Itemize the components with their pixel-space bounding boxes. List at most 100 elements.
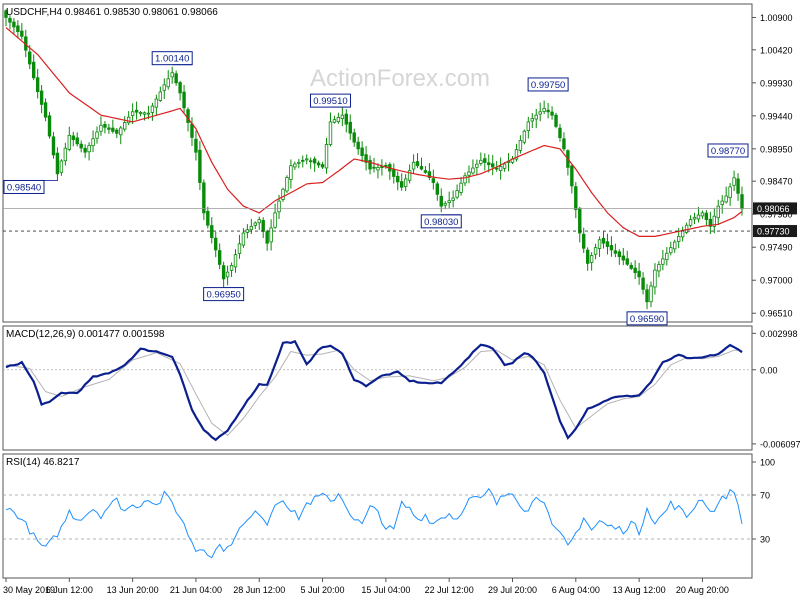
candle-body [483,158,487,163]
candle-body [479,159,483,164]
candle-body [210,225,214,238]
price-tick-label: 0.98470 [760,177,793,187]
candle-body [570,165,574,187]
candle-body [261,220,265,232]
candle-body [253,222,257,226]
macd-panel: 0.002998 0.00 -0.006097 MACD(12,26,9) 0.00… [2,325,800,451]
swing-label: 0.98030 [424,217,458,228]
swing-label-box [3,179,45,194]
candle-body [546,109,550,113]
time-tick-label: 21 Jun 04:00 [170,585,222,595]
macd-panel-frame [2,325,753,451]
candle-body [344,113,349,125]
candle-body [115,129,119,134]
price-tick-label: 0.99440 [760,111,793,121]
candle-body [435,183,440,195]
candle-body [637,270,641,278]
candle-body [130,111,135,116]
candle-body [653,269,657,288]
candle-body [123,122,127,130]
candle-body [633,267,637,274]
candle-body [95,131,99,139]
candle-body [178,82,182,94]
candle-body [439,195,443,207]
candle-body [708,218,713,227]
candle-body [47,115,52,137]
reference-level-tag: 0.97730 [757,227,790,237]
candle-body [79,143,83,149]
candle-body [605,241,610,247]
candle-body [443,203,447,206]
current-price-tag: 0.98066 [757,204,790,214]
candle-body [562,138,566,150]
candle-body [411,161,416,170]
price-tick-label: 1.00420 [760,45,793,55]
candle-body [538,111,542,115]
candle-body [202,182,206,214]
candle-body [4,10,8,18]
candle-body [87,145,91,153]
candle-body [352,132,356,143]
candle-body [190,123,194,138]
price-tick-label: 0.99930 [760,78,793,88]
price-axis: 1.00900 1.00420 0.99930 0.99440 0.98950 0.984… [752,13,793,319]
rsi-tick-label: 70 [760,491,770,501]
candle-body [273,212,277,228]
candle-body [471,167,475,174]
swing-annotations: 0.98540 1.00140 0.96950 0.99510 0.98030 0.997… [3,51,749,326]
rsi-line [5,487,743,559]
rsi-title: RSI(14) 46.8217 [6,457,80,468]
candle-body [451,197,455,201]
candle-body [582,233,586,249]
candle-body [376,166,380,171]
candle-body [502,163,507,169]
candle-body [71,135,75,140]
candle-body [214,237,218,251]
price-tick-label: 0.96510 [760,309,793,319]
candle-body [554,114,558,127]
candle-body [392,169,396,177]
candle-body [8,17,12,23]
candle-body [16,25,20,33]
swing-label: 0.98540 [7,182,41,193]
candlestick-series [4,9,744,310]
candle-body [99,124,103,132]
candle-body [360,147,364,156]
candle-body [724,195,728,203]
candle-body [170,72,174,78]
candle-body [158,91,163,101]
time-tick-label: 6 Aug 04:00 [552,585,600,595]
candle-body [665,252,669,261]
candle-body [162,84,166,91]
candle-body [245,229,250,233]
candle-body [348,121,352,134]
price-tick-label: 0.97000 [760,276,793,286]
candle-body [597,239,602,249]
candle-body [107,127,111,130]
candle-body [704,212,709,220]
time-tick-label: 22 Jul 12:00 [425,585,474,595]
current-price-tag-bg [753,202,797,215]
candle-body [558,127,562,139]
candle-body [39,90,44,105]
candle-body [423,170,428,173]
candle-body [625,258,629,265]
time-tick-label: 29 Jul 20:00 [488,585,537,595]
candle-body [498,166,503,171]
candle-body [712,215,717,227]
candle-body [182,91,186,109]
candle-body [657,264,661,272]
candle-body [308,160,313,163]
candle-body [459,182,463,193]
candle-body [364,154,368,163]
candle-body [593,247,598,255]
time-tick-label: 13 Aug 12:00 [613,585,666,595]
candle-body [716,205,720,219]
swing-label: 1.00140 [155,54,189,65]
candle-body [372,166,376,169]
rsi-tick-label: 100 [760,458,775,468]
candle-body [589,255,594,263]
